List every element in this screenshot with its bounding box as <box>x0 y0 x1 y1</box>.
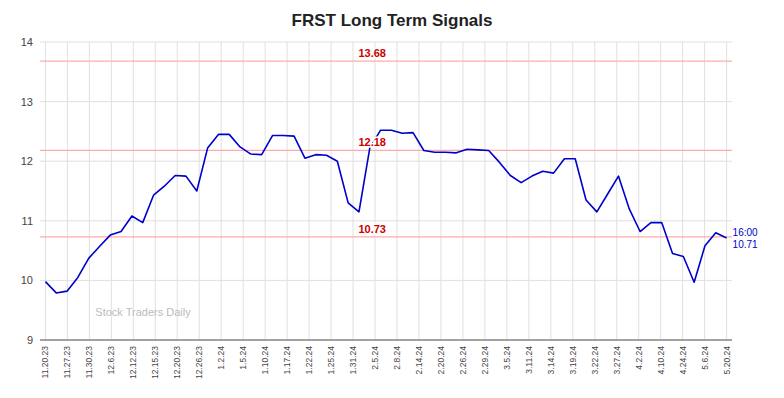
y-grid-line <box>40 340 732 341</box>
x-tick-label: 1.25.24 <box>326 346 336 375</box>
x-tick-label: 3.19.24 <box>568 346 578 375</box>
annotation-label: 16:00 <box>733 227 758 238</box>
x-grid-line <box>660 42 661 340</box>
x-tick-label: 11.27.23 <box>62 346 72 379</box>
x-tick-label: 4.24.24 <box>678 346 688 375</box>
x-tick-label: 1.31.24 <box>348 346 358 375</box>
price-line <box>45 130 726 293</box>
plot-area <box>40 61 732 293</box>
x-tick-label: 3.27.24 <box>612 346 622 375</box>
x-axis-line <box>40 340 732 341</box>
x-grid-line <box>45 42 46 340</box>
x-tick-label: 4.2.24 <box>634 346 644 370</box>
x-grid-line <box>221 42 222 340</box>
x-grid-line <box>309 42 310 340</box>
grid <box>40 42 732 340</box>
y-tick-label: 9 <box>27 334 33 346</box>
y-tick-label: 13 <box>21 96 33 108</box>
x-grid-line <box>638 42 639 340</box>
x-tick-label: 12.15.23 <box>150 346 160 379</box>
watermark: Stock Traders Daily <box>95 306 191 318</box>
x-grid-line <box>396 42 397 340</box>
reference-line <box>40 60 732 61</box>
reference-line <box>40 236 732 237</box>
x-grid-line <box>572 42 573 340</box>
x-tick-label: 2.26.24 <box>458 346 468 375</box>
x-tick-label: 2.29.24 <box>480 346 490 375</box>
x-grid-line <box>462 42 463 340</box>
x-grid-line <box>133 42 134 340</box>
x-grid-line <box>243 42 244 340</box>
x-tick-label: 12.26.23 <box>194 346 204 379</box>
y-grid-line <box>40 42 732 43</box>
x-grid-line <box>418 42 419 340</box>
x-grid-line <box>155 42 156 340</box>
x-tick-label: 3.11.24 <box>524 346 534 374</box>
chart: FRST Long Term Signals 9 10 11 12 13 14 11.20.2… <box>0 0 784 398</box>
x-tick-label: 1.22.24 <box>304 346 314 375</box>
x-tick-label: 3.22.24 <box>590 346 600 375</box>
x-tick-label: 11.30.23 <box>84 346 94 379</box>
x-grid-line <box>484 42 485 340</box>
annotation-value: 10.71 <box>733 239 758 250</box>
x-grid-line <box>67 42 68 340</box>
x-grid-line <box>199 42 200 340</box>
x-tick-label: 11.20.23 <box>40 346 50 379</box>
x-grid-line <box>375 42 376 340</box>
x-tick-label: 2.5.24 <box>370 346 380 370</box>
x-grid-line <box>331 42 332 340</box>
x-tick-label: 1.17.24 <box>282 346 292 375</box>
x-grid-line <box>353 42 354 340</box>
title: FRST Long Term Signals <box>292 11 493 30</box>
background <box>0 0 784 398</box>
x-tick-label: 5.6.24 <box>700 346 710 370</box>
x-tick-label: 2.20.24 <box>436 346 446 375</box>
x-grid-line <box>89 42 90 340</box>
reference-line-label: 12.18 <box>358 136 386 148</box>
reference-line-label: 10.73 <box>358 223 386 235</box>
x-grid-line <box>287 42 288 340</box>
x-grid-line <box>616 42 617 340</box>
x-tick-label: 5.20.24 <box>722 346 732 375</box>
x-grid-line <box>177 42 178 340</box>
y-tick-label: 12 <box>21 155 33 167</box>
x-grid-line <box>704 42 705 340</box>
x-tick-label: 1.10.24 <box>260 346 270 375</box>
y-grid-line <box>40 280 732 281</box>
x-tick-label: 3.5.24 <box>502 346 512 370</box>
x-grid-line <box>506 42 507 340</box>
y-grid-line <box>40 161 732 162</box>
x-tick-label: 1.2.24 <box>216 346 226 370</box>
y-tick-label: 14 <box>21 36 33 48</box>
x-tick-label: 4.10.24 <box>656 346 666 375</box>
x-tick-label: 12.20.23 <box>172 346 182 379</box>
x-tick-label: 12.6.23 <box>106 346 116 375</box>
x-grid-line <box>265 42 266 340</box>
x-tick-label: 1.5.24 <box>238 346 248 370</box>
x-grid-line <box>594 42 595 340</box>
x-grid-line <box>726 42 727 340</box>
x-tick-label: 12.12.23 <box>128 346 138 379</box>
x-grid-line <box>682 42 683 340</box>
x-tick-label: 2.8.24 <box>392 346 402 370</box>
x-tick-label: 2.14.24 <box>414 346 424 375</box>
y-grid-line <box>40 101 732 102</box>
x-tick-label: 3.14.24 <box>546 346 556 375</box>
y-tick-label: 11 <box>22 215 33 227</box>
y-tick-label: 10 <box>21 274 33 286</box>
x-grid-line <box>528 42 529 340</box>
x-grid-line <box>440 42 441 340</box>
reference-line-label: 13.68 <box>358 47 386 59</box>
reference-line <box>40 150 732 151</box>
x-grid-line <box>111 42 112 340</box>
x-grid-line <box>550 42 551 340</box>
